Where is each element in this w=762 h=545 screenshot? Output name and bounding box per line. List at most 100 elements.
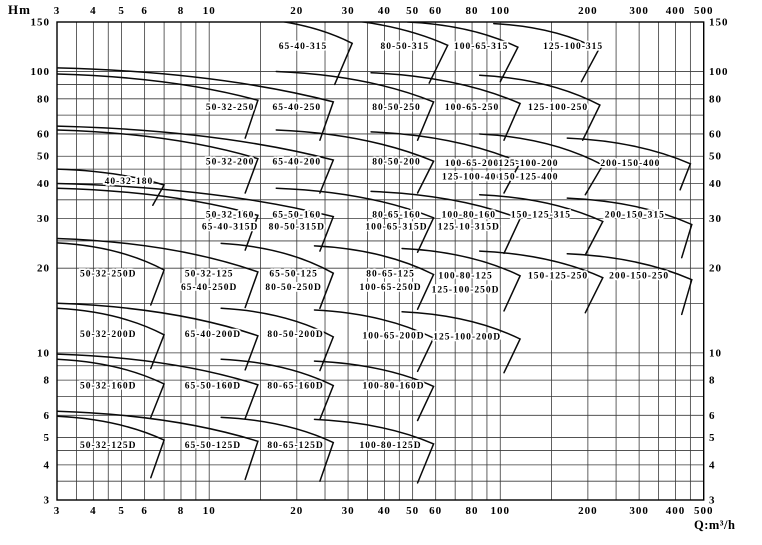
y-tick-label-left: 20: [37, 263, 50, 275]
pump-envelope-curve: [57, 410, 259, 481]
y-tick-label-left: 10: [37, 347, 50, 359]
x-tick-label-top: 500: [694, 5, 714, 17]
pump-envelope-curve: [57, 415, 166, 479]
pump-model-label: 200-150-400: [600, 159, 660, 169]
pump-envelope-curve: [57, 187, 259, 251]
pump-envelope-curve: [220, 416, 335, 482]
pump-model-label: 100-80-125: [438, 272, 492, 282]
x-tick-label-top: 20: [290, 5, 303, 17]
pump-envelope-curve: [493, 22, 600, 83]
y-tick-label-left: 30: [37, 213, 50, 225]
pump-envelope-curve: [275, 70, 435, 141]
x-tick-label-bottom: 30: [342, 505, 355, 517]
pump-envelope-curve: [57, 353, 259, 420]
pump-model-label: 100-65-250D: [359, 283, 421, 293]
pump-envelope-curve: [275, 129, 435, 194]
x-tick-label-top: 4: [90, 5, 97, 17]
pump-envelope-curve: [566, 253, 693, 316]
x-tick-label-bottom: 10: [203, 505, 216, 517]
x-tick-label-bottom: 200: [578, 505, 598, 517]
pump-envelope-curve: [57, 73, 259, 139]
pump-model-label: 80-65-125D: [267, 441, 323, 451]
pump-envelope-curve: [57, 358, 166, 419]
pump-model-label: 65-50-125: [269, 270, 318, 280]
pump-model-label: 80-65-160: [372, 210, 421, 220]
y-tick-label-left: 50: [37, 151, 50, 163]
x-tick-label-bottom: 5: [118, 505, 125, 517]
pump-model-label: 65-40-200D: [185, 330, 241, 340]
pump-model-label: 150-125-400: [498, 173, 558, 183]
y-tick-label-right: 50: [709, 151, 722, 163]
x-tick-label-top: 100: [491, 5, 511, 17]
x-tick-label-bottom: 300: [629, 505, 649, 517]
pump-model-label: 100-80-125D: [359, 441, 421, 451]
x-tick-label-top: 6: [141, 5, 148, 17]
pump-envelope-curve: [57, 237, 259, 309]
pump-model-label: 50-32-200: [206, 158, 255, 168]
pump-model-label: 125-100-400: [442, 173, 502, 183]
pump-model-label: 65-50-160D: [185, 381, 241, 391]
pump-model-label: 100-80-160: [442, 210, 496, 220]
x-tick-label-top: 400: [666, 5, 686, 17]
pump-model-label: 80-65-160D: [267, 381, 323, 391]
y-tick-label-left: 60: [37, 128, 50, 140]
pump-model-label: 125-10-315D: [438, 223, 500, 233]
pump-model-label: 65-40-250D: [181, 283, 237, 293]
x-tick-label-bottom: 80: [466, 505, 479, 517]
x-tick-label-top: 8: [178, 5, 185, 17]
pump-model-label: 100-65-250: [445, 103, 499, 113]
pump-envelope-curve: [57, 182, 335, 252]
y-tick-label-right: 40: [709, 178, 722, 190]
y-tick-label-right: 3: [709, 495, 716, 507]
y-tick-label-left: 3: [44, 495, 51, 507]
x-tick-label-bottom: 60: [429, 505, 442, 517]
y-tick-label-right: 60: [709, 128, 722, 140]
pump-envelope-curve: [478, 74, 601, 141]
pump-model-label: 80-65-125: [366, 270, 415, 280]
pump-envelope-curve: [566, 197, 693, 259]
pump-model-label: 80-50-250D: [265, 283, 321, 293]
x-tick-label-bottom: 50: [406, 505, 419, 517]
pump-model-label: 65-50-160: [273, 210, 322, 220]
pump-model-label: 100-65-200: [445, 159, 499, 169]
pump-model-label: 200-150-315: [605, 210, 665, 220]
pump-model-label: 50-32-250: [206, 103, 255, 113]
pump-envelope-curve: [57, 67, 335, 141]
pump-model-label: 80-50-315D: [269, 223, 325, 233]
pump-envelope-curve: [478, 133, 604, 196]
y-tick-label-left: 5: [44, 432, 51, 444]
x-axis-title: Q:m³/h: [694, 518, 736, 532]
pump-envelope-curve: [313, 418, 435, 484]
y-tick-label-left: 6: [44, 410, 51, 422]
x-tick-label-top: 50: [406, 5, 419, 17]
pump-model-label: 150-125-250: [528, 272, 588, 282]
pump-envelope-curve: [370, 131, 522, 194]
y-tick-label-right: 6: [709, 410, 716, 422]
pump-model-label: 65-40-315D: [202, 223, 258, 233]
y-tick-label-left: 4: [44, 459, 51, 471]
pump-envelope-curve: [313, 309, 435, 373]
pump-model-label: 125-100-200: [498, 159, 558, 169]
x-tick-label-bottom: 20: [290, 505, 303, 517]
pump-envelope-curve: [357, 22, 449, 84]
x-tick-label-top: 30: [342, 5, 355, 17]
pump-model-label: 100-65-315D: [365, 223, 427, 233]
pump-model-label: 80-50-250: [372, 103, 421, 113]
pump-envelope-curve: [57, 129, 259, 194]
x-tick-label-bottom: 100: [491, 505, 511, 517]
pump-model-label: 80-50-200: [372, 158, 421, 168]
pump-model-label: 125-100-250: [528, 103, 588, 113]
y-tick-label-left: 8: [44, 375, 51, 387]
y-tick-label-left: 100: [31, 66, 51, 78]
pump-envelope-curve: [57, 302, 259, 371]
pump-envelope-curve: [313, 245, 435, 310]
x-tick-label-bottom: 6: [141, 505, 148, 517]
x-tick-label-bottom: 500: [694, 505, 714, 517]
x-tick-label-top: 80: [466, 5, 479, 17]
y-tick-label-right: 80: [709, 93, 722, 105]
pump-model-label: 100-65-315: [454, 42, 508, 52]
pump-envelope-curve: [566, 137, 692, 191]
pump-model-label: 50-32-250D: [80, 270, 136, 280]
